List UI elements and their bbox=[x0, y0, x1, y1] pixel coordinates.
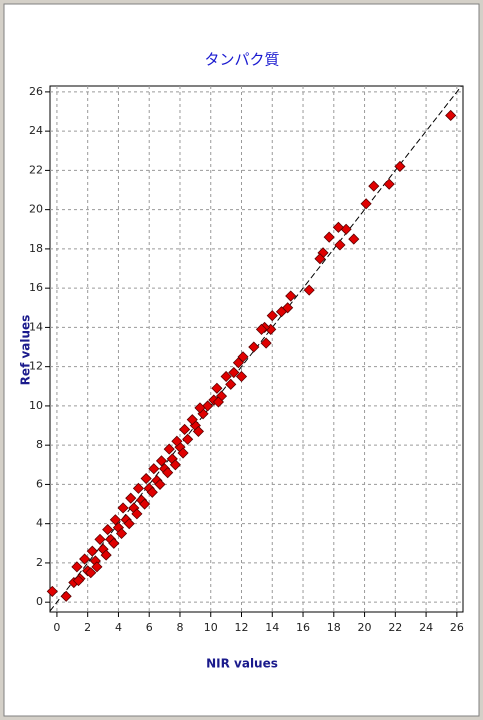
data-point bbox=[123, 518, 135, 530]
data-point bbox=[139, 498, 151, 510]
data-point bbox=[140, 472, 152, 485]
data-point bbox=[383, 178, 395, 190]
x-tick-label: 26 bbox=[450, 621, 464, 634]
data-point bbox=[348, 233, 360, 245]
x-tick-label: 18 bbox=[327, 621, 341, 634]
data-point bbox=[72, 575, 85, 587]
y-tick-label: 14 bbox=[29, 320, 43, 333]
x-tick-label: 8 bbox=[176, 621, 183, 634]
data-point bbox=[91, 561, 103, 573]
data-point bbox=[275, 306, 288, 318]
data-point bbox=[162, 467, 174, 479]
y-tick-label: 2 bbox=[36, 556, 43, 569]
data-point bbox=[332, 221, 344, 233]
data-point bbox=[225, 378, 237, 390]
y-tick-label: 26 bbox=[29, 85, 43, 98]
y-tick-label: 6 bbox=[36, 477, 43, 490]
data-point bbox=[132, 482, 145, 494]
y-tick-label: 16 bbox=[29, 281, 43, 294]
data-point bbox=[334, 239, 346, 251]
data-point bbox=[148, 463, 160, 475]
data-point bbox=[192, 425, 204, 437]
x-tick-label: 20 bbox=[358, 621, 372, 634]
y-tick-label: 12 bbox=[29, 360, 43, 373]
data-point bbox=[220, 370, 232, 383]
x-tick-label: 6 bbox=[146, 621, 153, 634]
data-point bbox=[232, 357, 244, 369]
x-tick-label: 14 bbox=[265, 621, 279, 634]
data-point bbox=[228, 366, 240, 379]
y-tick-label: 0 bbox=[36, 595, 43, 608]
data-point bbox=[235, 370, 248, 383]
data-point bbox=[109, 514, 121, 526]
data-point bbox=[79, 553, 91, 565]
data-point bbox=[202, 400, 214, 412]
data-point bbox=[86, 545, 98, 557]
data-point bbox=[323, 231, 335, 243]
x-tick-label: 0 bbox=[53, 621, 60, 634]
y-tick-label: 18 bbox=[29, 242, 43, 255]
data-point bbox=[360, 198, 372, 210]
x-tick-label: 10 bbox=[204, 621, 218, 634]
data-point bbox=[125, 492, 137, 504]
data-point bbox=[282, 302, 294, 314]
data-point bbox=[260, 337, 272, 349]
data-point bbox=[186, 414, 198, 426]
data-point bbox=[248, 341, 260, 353]
data-point bbox=[155, 455, 168, 467]
x-tick-label: 2 bbox=[84, 621, 91, 634]
y-tick-label: 10 bbox=[29, 399, 43, 412]
data-point bbox=[303, 284, 315, 296]
data-point bbox=[394, 160, 406, 173]
data-point bbox=[179, 423, 191, 436]
data-point bbox=[445, 109, 457, 122]
x-tick-label: 16 bbox=[296, 621, 310, 634]
x-tick-label: 4 bbox=[115, 621, 122, 634]
y-tick-label: 4 bbox=[36, 517, 43, 530]
x-axis-label: NIR values bbox=[206, 657, 278, 671]
data-point bbox=[194, 402, 206, 414]
data-point bbox=[71, 561, 83, 573]
y-tick-label: 8 bbox=[36, 438, 43, 451]
data-point bbox=[212, 396, 224, 408]
data-point bbox=[60, 590, 72, 602]
data-point bbox=[163, 443, 175, 455]
x-tick-label: 24 bbox=[419, 621, 433, 634]
y-axis-label: Ref values bbox=[19, 315, 33, 386]
data-point bbox=[100, 549, 112, 561]
data-point bbox=[117, 502, 129, 514]
x-tick-label: 22 bbox=[388, 621, 402, 634]
data-point bbox=[94, 533, 106, 545]
data-point bbox=[146, 486, 158, 498]
data-point bbox=[314, 253, 326, 265]
data-point bbox=[131, 508, 143, 520]
data-point bbox=[368, 180, 380, 192]
data-point bbox=[85, 567, 97, 579]
chart-title: タンパク質 bbox=[204, 51, 279, 69]
data-point bbox=[108, 537, 120, 549]
data-point bbox=[266, 310, 278, 322]
data-point bbox=[154, 478, 166, 490]
x-tick-label: 12 bbox=[235, 621, 249, 634]
data-point bbox=[255, 323, 268, 335]
data-point bbox=[182, 433, 194, 445]
data-point bbox=[285, 290, 297, 302]
data-point bbox=[169, 459, 181, 471]
data-point bbox=[46, 585, 58, 597]
data-point bbox=[115, 527, 128, 540]
data-point bbox=[102, 524, 114, 536]
y-tick-label: 24 bbox=[29, 124, 43, 137]
data-point bbox=[171, 435, 183, 447]
y-tick-label: 20 bbox=[29, 203, 43, 216]
data-point bbox=[211, 382, 223, 394]
y-tick-label: 22 bbox=[29, 163, 43, 176]
data-point bbox=[177, 447, 189, 459]
